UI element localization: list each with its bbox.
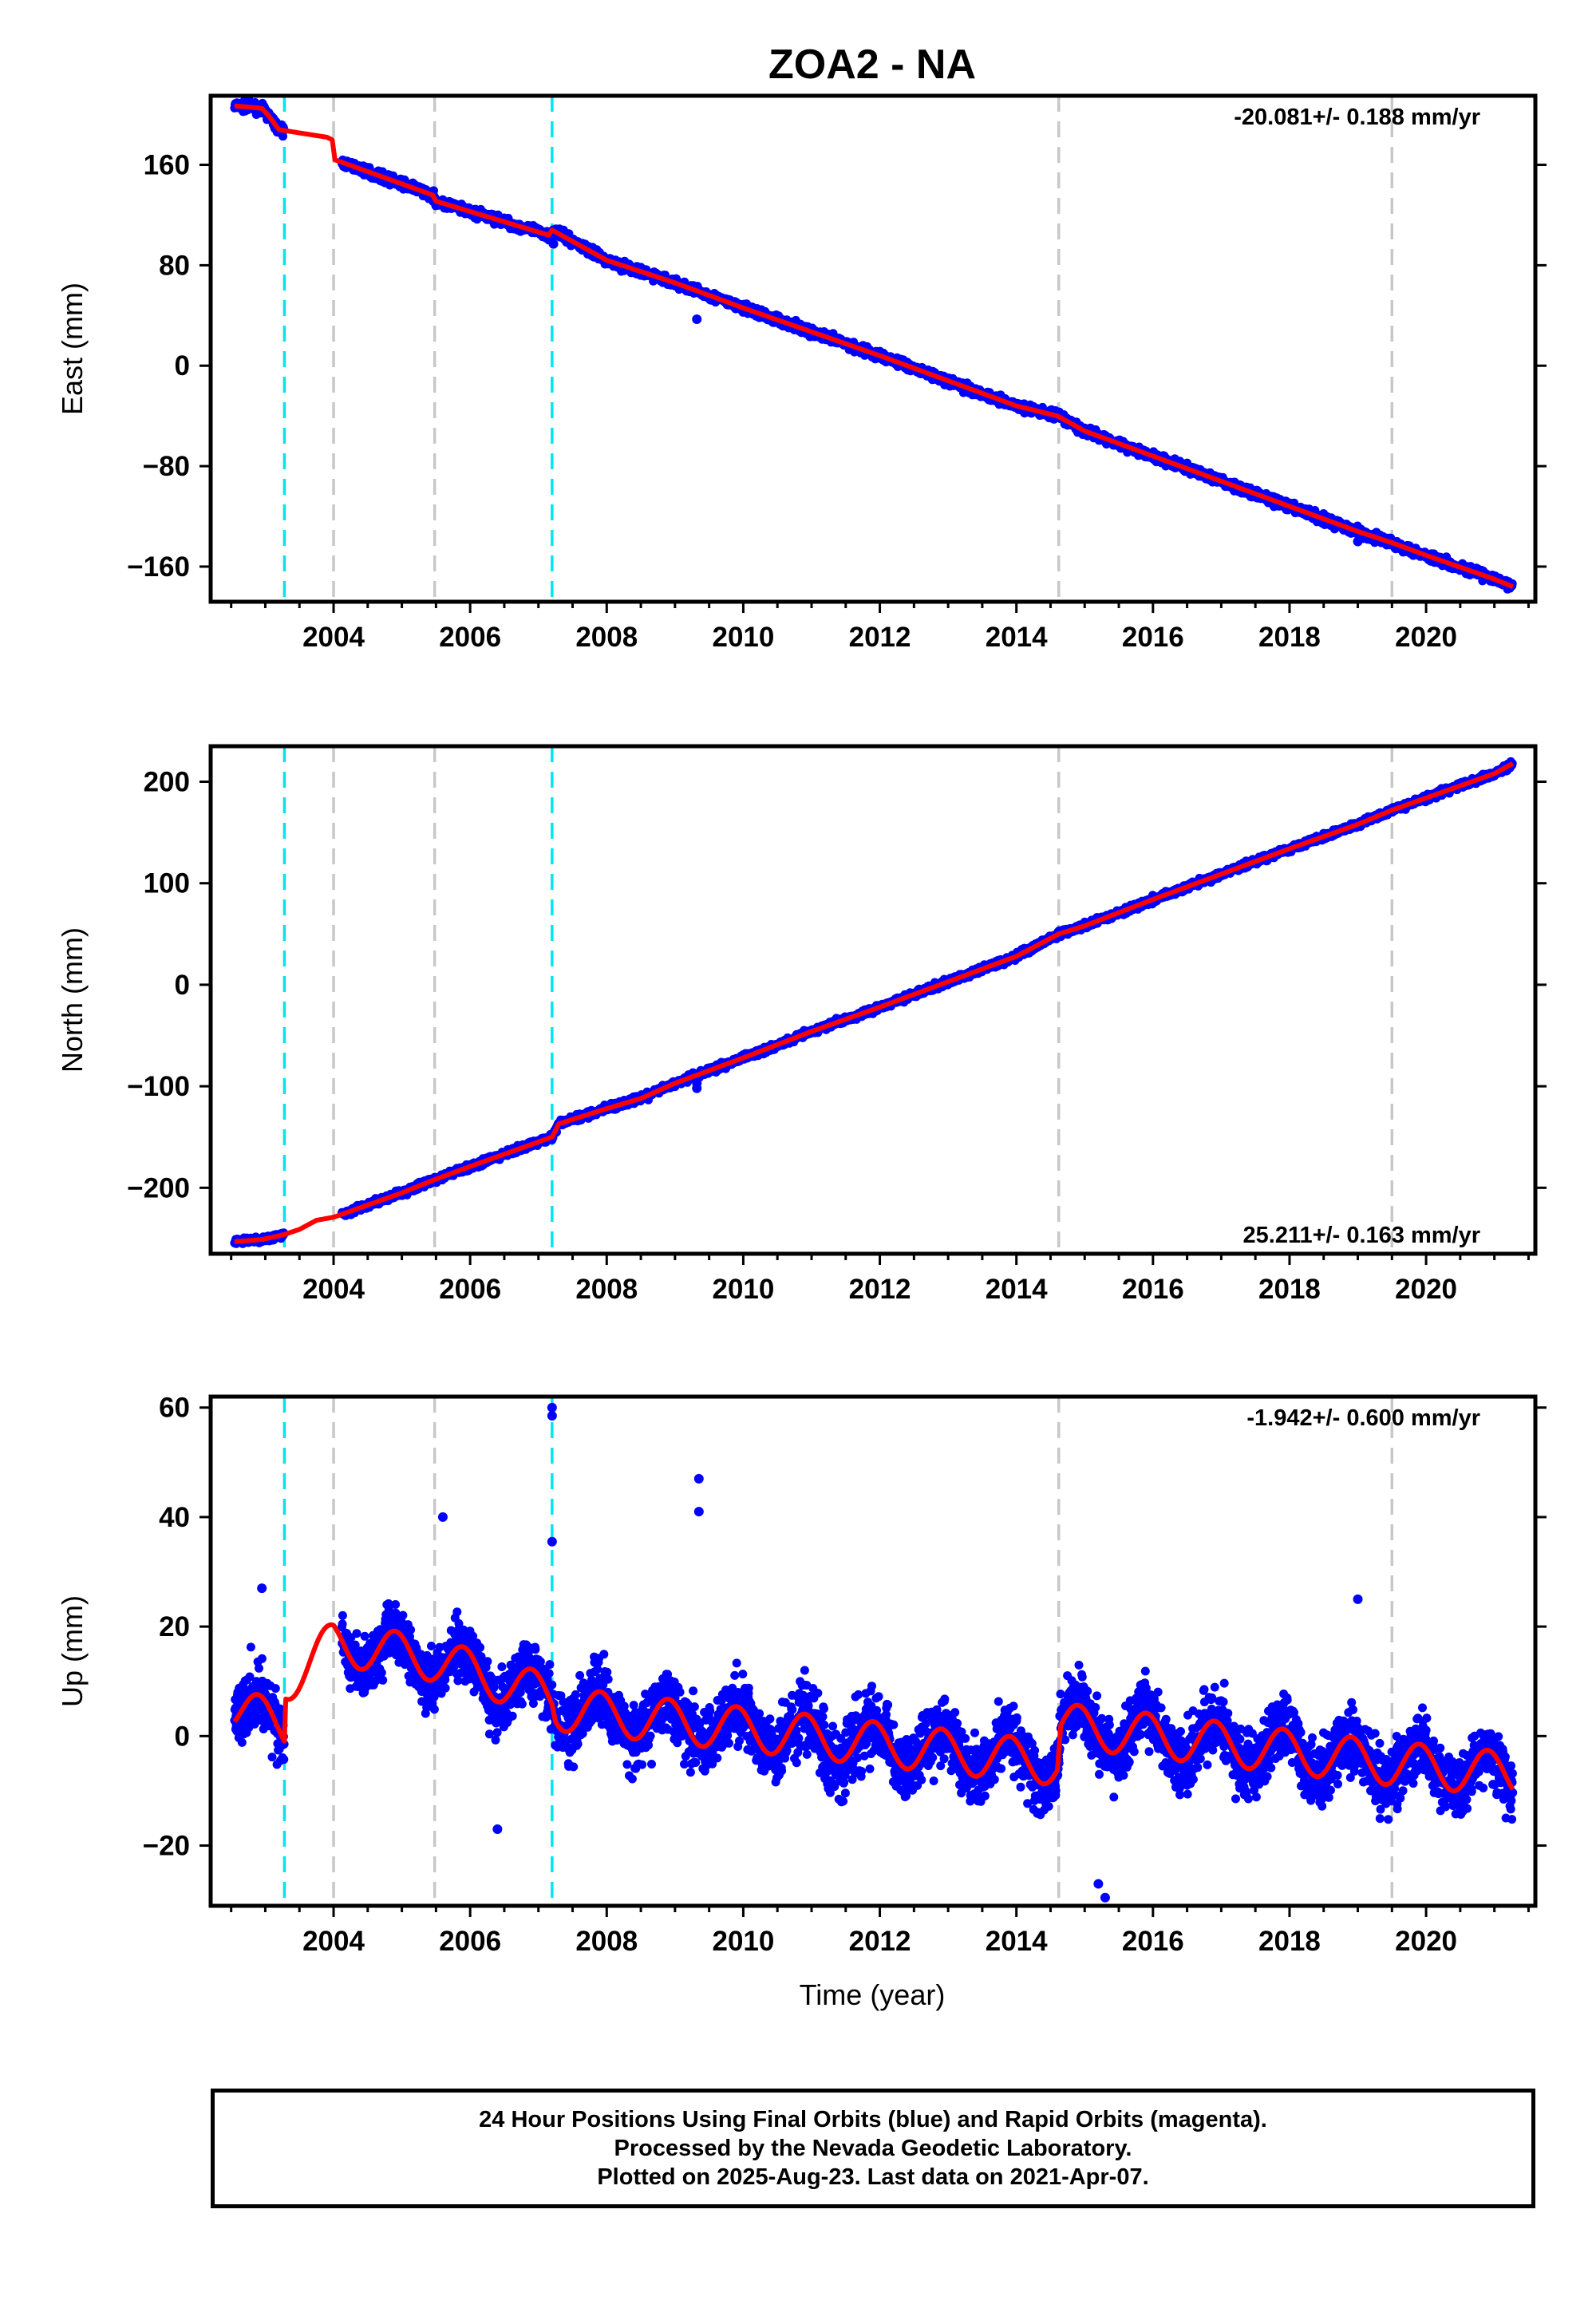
east-rate-label: -20.081+/- 0.188 mm/yr bbox=[1234, 105, 1480, 130]
east-y-tick-label: 160 bbox=[144, 150, 190, 181]
east-ylabel: East (mm) bbox=[56, 283, 89, 415]
east-x-tick-label: 2020 bbox=[1395, 622, 1457, 653]
east-panel: 2004 2006 2008 2010 2012 2014 2016 2018 2020 −160… bbox=[56, 93, 1547, 653]
east-outlier-point bbox=[1353, 536, 1363, 547]
east-x-tick-label: 2018 bbox=[1258, 622, 1321, 653]
north-plot-area bbox=[230, 746, 1517, 1254]
east-plot-area bbox=[230, 96, 1517, 602]
east-y-tick-label: 80 bbox=[159, 250, 190, 281]
east-y-tick-label: −160 bbox=[127, 551, 190, 583]
east-y-tick-label: 0 bbox=[175, 350, 190, 381]
east-plot-clip bbox=[230, 96, 1517, 602]
east-x-tick-label: 2012 bbox=[849, 622, 911, 653]
east-outlier-point bbox=[548, 239, 559, 249]
east-x-tick-label: 2006 bbox=[439, 622, 501, 653]
north-panel: 2004 2006 2008 2010 2012 2014 2016 2018 2020−200… bbox=[56, 744, 1547, 1305]
east-y-tick-label: −80 bbox=[143, 451, 190, 482]
north-data-points bbox=[230, 757, 1517, 1248]
east-x-tick-label: 2016 bbox=[1122, 622, 1184, 653]
north-plot-clip bbox=[230, 746, 1517, 1254]
east-x-tick-label: 2014 bbox=[986, 622, 1048, 653]
east-x-tick-label: 2004 bbox=[302, 622, 365, 653]
east-outlier-point bbox=[692, 314, 702, 325]
east-x-tick-label: 2008 bbox=[575, 622, 638, 653]
east-axis-ticks: 2004 2006 2008 2010 2012 2014 2016 2018 2020 −160… bbox=[127, 150, 1547, 653]
chart-title: ZOA2 - NA bbox=[768, 41, 976, 88]
east-x-tick-label: 2010 bbox=[712, 622, 774, 653]
